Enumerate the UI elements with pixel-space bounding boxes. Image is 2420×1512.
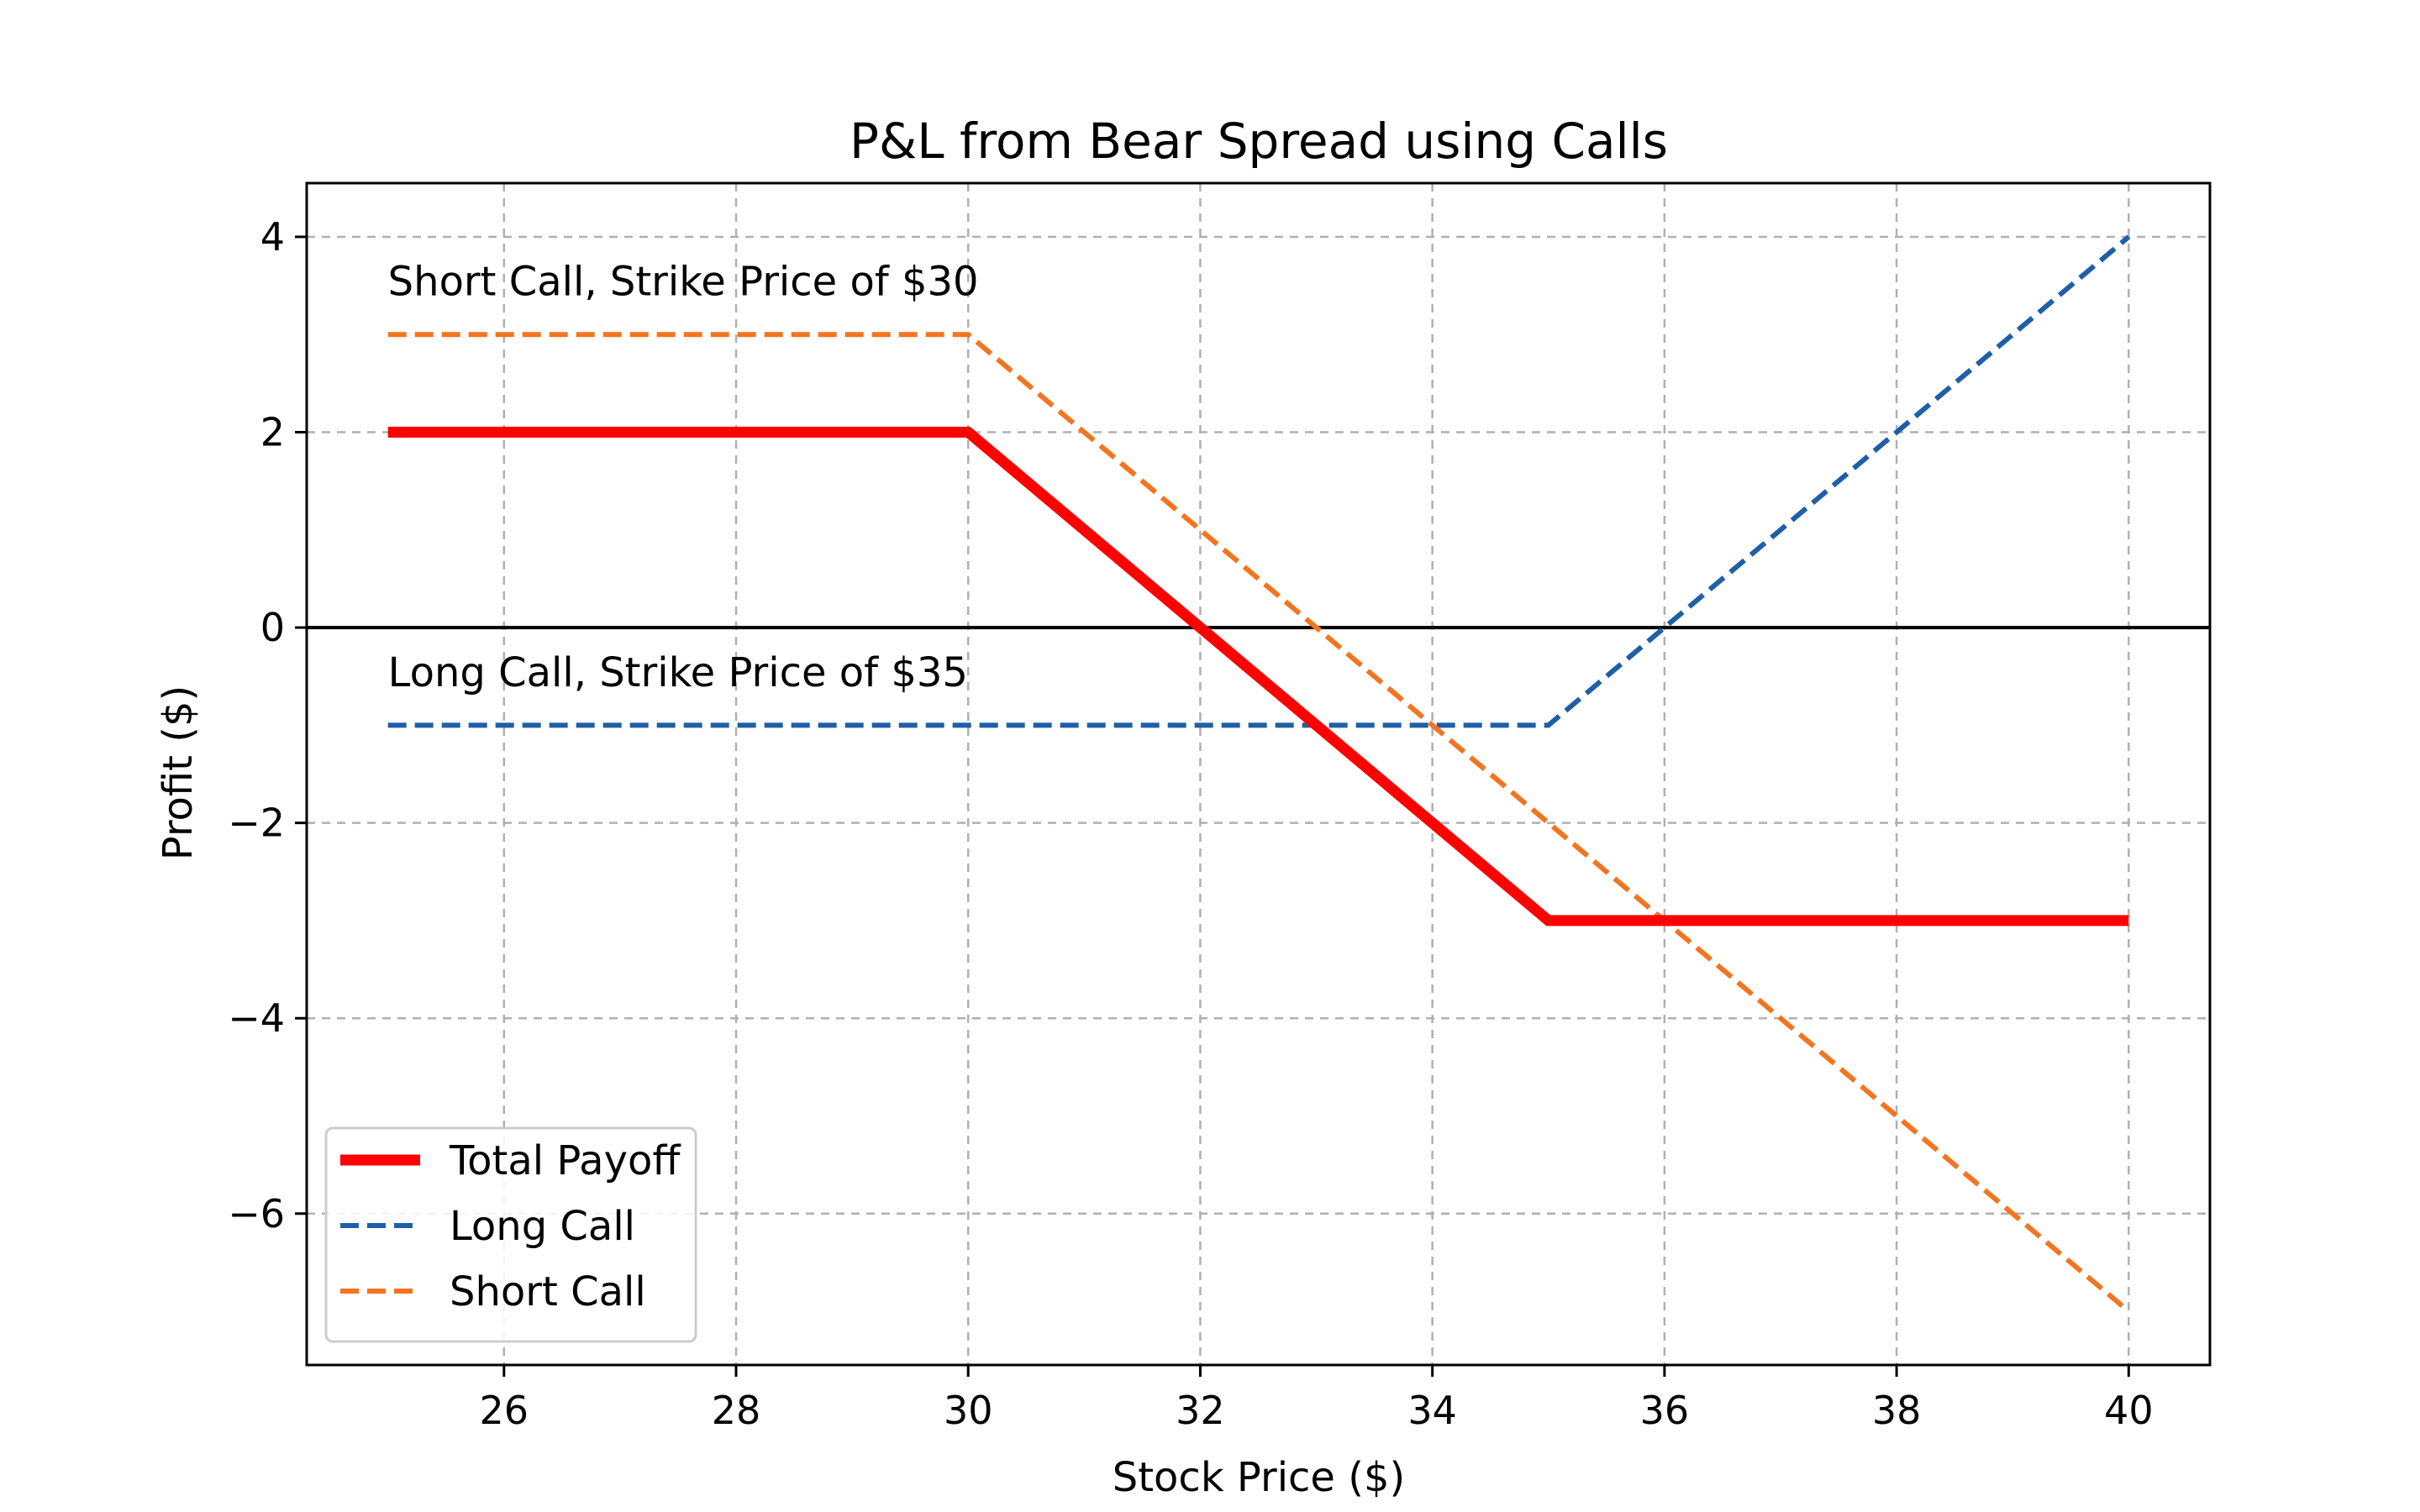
legend-label-long-call: Long Call [450, 1203, 635, 1250]
x-axis-label: Stock Price ($) [1113, 1454, 1405, 1501]
y-ticks: −6 −4 −2 0 2 4 [228, 214, 307, 1236]
x-tick-label: 28 [712, 1388, 761, 1433]
series-line-short-call [387, 332, 2131, 1314]
x-tick-label: 38 [1872, 1388, 1922, 1433]
chart-title: P&L from Bear Spread using Calls [850, 113, 1668, 170]
series-line-long-call [387, 234, 2131, 728]
annotation-label: Short Call, Strike Price of $30 [388, 259, 979, 306]
legend-label-short-call: Short Call [450, 1268, 646, 1315]
series-layer [387, 234, 2131, 1314]
x-tick-label: 40 [2104, 1388, 2154, 1433]
annotation-layer: Short Call, Strike Price of $30 Long Call… [388, 259, 979, 696]
x-tick-label: 36 [1640, 1388, 1690, 1433]
y-tick-label: −4 [228, 995, 285, 1041]
x-tick-label: 32 [1176, 1388, 1225, 1433]
annotation-label: Long Call, Strike Price of $35 [388, 649, 968, 696]
legend: Total Payoff Long Call Short Call [324, 1126, 697, 1343]
grid [307, 183, 2210, 1365]
plot-frame [305, 181, 2212, 1367]
y-tick-label: 2 [260, 410, 285, 455]
y-axis-label: Profit ($) [155, 685, 202, 860]
series-line-total-payoff [387, 427, 2129, 927]
y-tick-label: −2 [228, 801, 285, 846]
legend-label-total-payoff: Total Payoff [449, 1137, 681, 1184]
legend-box [324, 1126, 697, 1343]
y-tick-label: 0 [260, 605, 285, 650]
y-tick-label: 4 [260, 214, 285, 260]
x-tick-label: 26 [480, 1388, 529, 1433]
x-ticks: 26 28 30 32 34 36 38 40 [480, 1365, 2154, 1433]
x-tick-label: 30 [944, 1388, 993, 1433]
x-tick-label: 34 [1407, 1388, 1457, 1433]
y-tick-label: −6 [228, 1191, 285, 1236]
